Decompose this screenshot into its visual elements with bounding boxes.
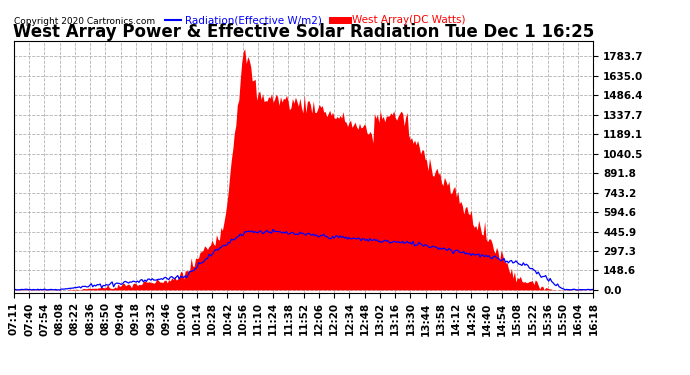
Legend: Radiation(Effective W/m2), West Array(DC Watts): Radiation(Effective W/m2), West Array(DC…	[161, 11, 470, 30]
Title: West Array Power & Effective Solar Radiation Tue Dec 1 16:25: West Array Power & Effective Solar Radia…	[13, 23, 594, 41]
Text: Copyright 2020 Cartronics.com: Copyright 2020 Cartronics.com	[14, 17, 155, 26]
